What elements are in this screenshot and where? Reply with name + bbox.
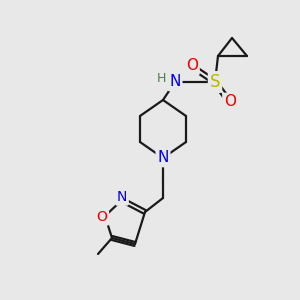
Text: S: S [210, 73, 220, 91]
Text: O: O [224, 94, 236, 110]
Text: N: N [169, 74, 181, 89]
Text: N: N [157, 151, 169, 166]
Text: O: O [97, 210, 107, 224]
Text: H: H [156, 71, 166, 85]
Text: N: N [117, 190, 127, 204]
Text: O: O [186, 58, 198, 74]
